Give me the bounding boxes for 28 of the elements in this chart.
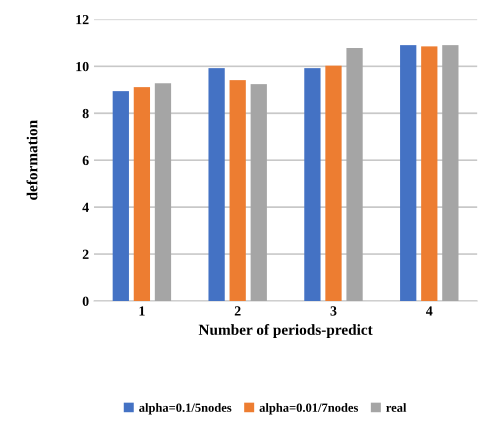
y-tick-label: 2 [82,250,89,259]
bar [112,91,129,301]
bar [250,84,267,301]
y-tick-label: 0 [82,296,89,306]
x-tick-label: 3 [330,306,336,316]
y-tick-label: 10 [76,62,89,72]
y-tick-label: 4 [82,202,89,212]
bar [400,45,416,301]
y-tick-label: 6 [82,156,89,166]
bar [208,68,225,301]
bar [442,45,458,301]
x-axis-title: Number of periods-predict [198,324,373,338]
bar [134,87,150,301]
x-tick-label: 1 [140,306,145,316]
x-tick-label: 2 [234,306,241,316]
bar [304,68,321,301]
bar [154,83,172,301]
bar [325,66,342,301]
y-tick-label: 8 [82,108,89,118]
bar [230,80,246,301]
bar [346,48,363,301]
legend-label: alpha=0.1/5nodes [139,403,232,414]
x-tick-label: 4 [426,306,432,316]
bar [421,46,438,301]
legend-label: alpha=0.01/7nodes [260,403,358,414]
legend-label: real [386,403,406,412]
y-tick-label: 12 [76,14,89,24]
y-axis-title: deformation [26,120,38,200]
